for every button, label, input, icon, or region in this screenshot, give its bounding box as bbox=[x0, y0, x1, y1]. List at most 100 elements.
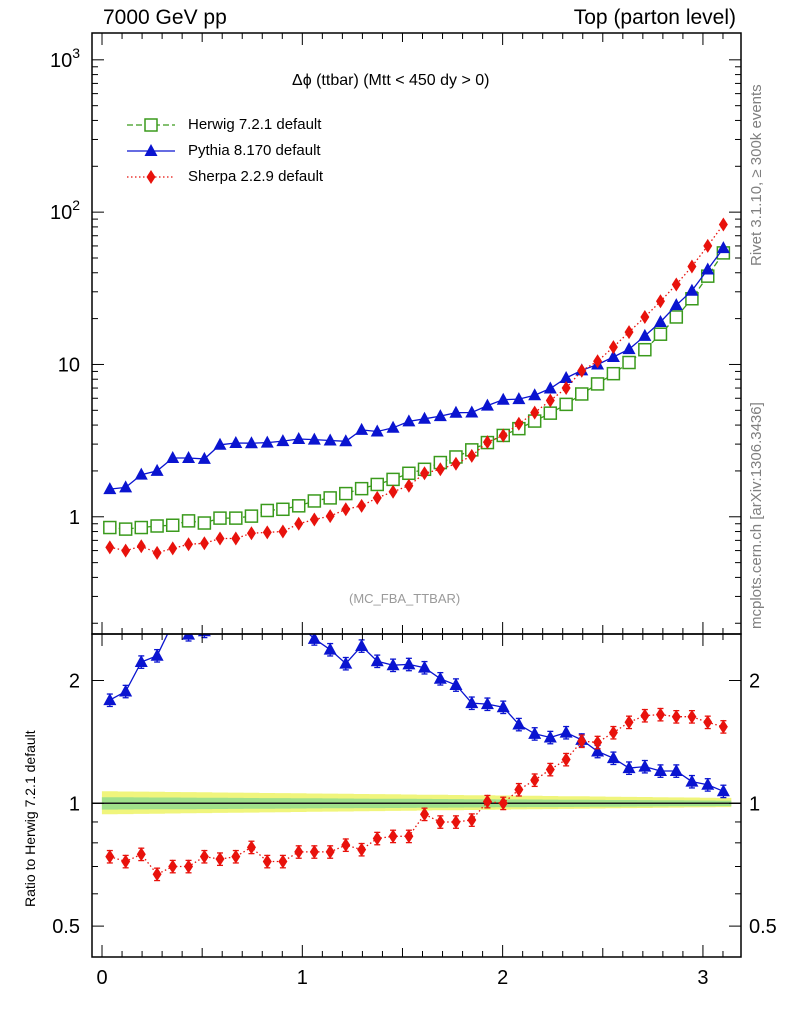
sherpa-ratio-point bbox=[184, 859, 194, 874]
pythia-main-point bbox=[653, 315, 667, 328]
pythia-main-point bbox=[197, 451, 211, 464]
legend-label-pythia: Pythia 8.170 default bbox=[188, 142, 321, 159]
pythia-ratio-point bbox=[559, 725, 573, 738]
pythia-ratio-point bbox=[716, 784, 730, 797]
sherpa-ratio-point bbox=[136, 847, 146, 862]
ratio-x-tick-label: 3 bbox=[697, 967, 708, 989]
pythia-ratio-point bbox=[229, 595, 242, 607]
pythia-ratio-point bbox=[512, 717, 526, 730]
sherpa-ratio-point bbox=[624, 715, 634, 730]
pythia-ratio-point bbox=[323, 642, 337, 655]
pythia-main-point bbox=[402, 414, 416, 427]
herwig-main-point bbox=[165, 518, 180, 532]
main-y-tick-label: 103 bbox=[50, 45, 80, 72]
herwig-main-point bbox=[590, 377, 605, 391]
herwig-main-point bbox=[244, 509, 259, 523]
sherpa-main-point bbox=[357, 498, 367, 513]
sherpa-main-point bbox=[168, 541, 178, 556]
sherpa-ratio-point bbox=[671, 709, 681, 724]
sherpa-ratio-point bbox=[640, 708, 650, 723]
sherpa-main-point bbox=[372, 490, 382, 505]
pythia-main-point bbox=[528, 388, 542, 401]
sherpa-main-point bbox=[294, 516, 304, 531]
pythia-ratio-point bbox=[638, 759, 652, 772]
pythia-main-point bbox=[543, 381, 557, 394]
sherpa-main-point bbox=[671, 277, 681, 292]
pythia-ratio-point bbox=[370, 654, 384, 667]
pythia-ratio-point bbox=[465, 696, 479, 709]
herwig-main-point bbox=[103, 520, 117, 535]
herwig-main-point bbox=[229, 511, 243, 525]
pythia-ratio-point bbox=[119, 684, 133, 697]
pythia-ratio-point bbox=[418, 660, 432, 673]
sherpa-main-point bbox=[231, 531, 241, 546]
herwig-main-point bbox=[150, 519, 164, 533]
herwig-main-point bbox=[638, 342, 652, 357]
sherpa-main-line bbox=[109, 224, 724, 554]
pythia-ratio-point bbox=[307, 634, 321, 644]
ratio-x-tick-label: 2 bbox=[497, 967, 508, 989]
sherpa-main-point bbox=[640, 309, 650, 324]
pythia-ratio-point bbox=[433, 671, 447, 684]
herwig-main-point bbox=[134, 520, 149, 535]
sherpa-ratio-point bbox=[215, 852, 225, 867]
energy-label: 7000 GeV pp bbox=[103, 6, 227, 29]
sherpa-ratio-point bbox=[121, 854, 131, 869]
pythia-main-point bbox=[119, 480, 133, 493]
pythia-ratio-point bbox=[622, 761, 636, 774]
ratio-y-tick-label-left: 0.5 bbox=[52, 916, 80, 938]
pythia-ratio-point bbox=[355, 638, 369, 651]
pythia-main-point bbox=[370, 424, 384, 437]
herwig-main-point bbox=[118, 522, 133, 536]
pythia-main-point bbox=[213, 437, 227, 450]
rivet-label: Rivet 3.1.10, ≥ 300k events bbox=[748, 84, 765, 266]
pythia-main-point bbox=[465, 405, 479, 418]
sherpa-ratio-point bbox=[467, 813, 477, 828]
sherpa-ratio-point bbox=[168, 859, 178, 874]
pythia-ratio-point bbox=[591, 744, 605, 757]
sherpa-ratio-point bbox=[577, 734, 587, 749]
pythia-main-point bbox=[418, 411, 432, 424]
pythia-main-point bbox=[307, 432, 321, 445]
pythia-ratio-point bbox=[496, 700, 510, 713]
main-y-tick-label: 10 bbox=[58, 354, 80, 376]
sherpa-main-point bbox=[482, 435, 492, 450]
pythia-main-point bbox=[134, 467, 148, 480]
sherpa-main-point bbox=[498, 428, 508, 443]
pythia-ratio-point bbox=[685, 774, 699, 787]
sherpa-ratio-point bbox=[231, 849, 241, 864]
pythia-ratio-point bbox=[182, 634, 196, 640]
herwig-main-point bbox=[197, 516, 212, 530]
pythia-main-point bbox=[512, 392, 526, 405]
sherpa-main-point bbox=[278, 524, 288, 539]
herwig-main-point bbox=[606, 366, 621, 381]
sherpa-main-point bbox=[561, 381, 571, 396]
sherpa-main-point bbox=[608, 340, 618, 355]
sherpa-main-point bbox=[105, 540, 115, 555]
ratio-y-tick-label-left: 2 bbox=[69, 670, 80, 692]
sherpa-main-point bbox=[309, 512, 319, 527]
sherpa-legend-marker bbox=[146, 170, 156, 184]
pythia-main-point bbox=[339, 434, 353, 447]
sherpa-ratio-point bbox=[420, 807, 430, 822]
pythia-main-point bbox=[150, 463, 164, 476]
ratio-x-tick-label: 1 bbox=[297, 967, 308, 989]
pythia-main-point bbox=[685, 283, 699, 296]
herwig-main-point bbox=[386, 472, 400, 487]
pythia-main-point bbox=[716, 241, 730, 254]
sherpa-ratio-point bbox=[687, 709, 697, 724]
ratio-y-tick-label-right: 1 bbox=[749, 793, 760, 815]
herwig-main-point bbox=[213, 511, 227, 525]
pythia-ratio-point bbox=[543, 730, 557, 743]
sherpa-main-point bbox=[577, 363, 587, 378]
sherpa-main-point bbox=[341, 502, 351, 517]
sherpa-main-point bbox=[420, 466, 430, 481]
pythia-ratio-line bbox=[109, 634, 724, 792]
pythia-legend-marker bbox=[144, 144, 158, 156]
sherpa-main-point bbox=[215, 531, 225, 546]
pythia-ratio-point bbox=[134, 654, 148, 667]
pythia-main-point bbox=[449, 405, 463, 418]
pythia-main-line bbox=[109, 247, 724, 490]
sherpa-main-point bbox=[718, 217, 728, 232]
